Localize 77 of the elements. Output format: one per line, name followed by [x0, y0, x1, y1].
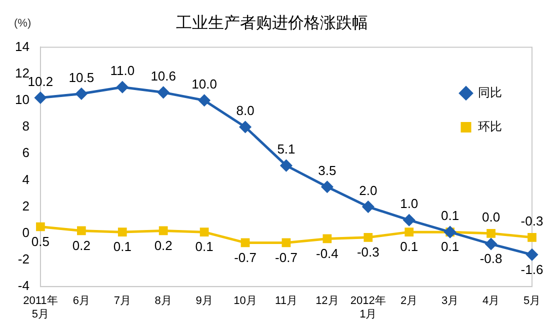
point	[36, 222, 45, 232]
point	[198, 94, 210, 106]
data-label: 0.1	[441, 208, 460, 224]
point	[34, 92, 46, 104]
x-tick-label: 2011年 5月	[23, 295, 58, 320]
x-tick-label: 4月	[482, 295, 500, 308]
x-tick-label: 6月	[72, 295, 90, 308]
x-tick-label: 5月	[523, 295, 541, 308]
data-label: -0.4	[316, 246, 338, 261]
data-label: 10.0	[192, 76, 217, 92]
point	[486, 228, 496, 238]
point	[321, 181, 333, 193]
point	[240, 238, 250, 248]
data-label: 0.1	[113, 239, 132, 254]
point	[116, 81, 128, 93]
chart-title: 工业生产者购进价格涨跌幅	[176, 14, 368, 32]
y-tick-label: 2	[22, 198, 30, 214]
y-tick-label: 8	[22, 118, 30, 134]
data-label: 0.2	[154, 238, 172, 253]
data-label: -0.7	[234, 250, 256, 265]
data-label: -1.6	[520, 262, 544, 277]
data-label: -0.3	[356, 244, 380, 260]
x-tick-label: 8月	[154, 295, 172, 308]
data-label: 1.0	[400, 196, 418, 212]
data-label: 2.0	[359, 182, 378, 198]
point	[282, 238, 291, 248]
y-tick-label: -4	[18, 278, 30, 294]
point	[158, 226, 168, 236]
point	[76, 88, 88, 100]
y-axis-title: (%)	[14, 18, 32, 30]
y-tick-label: 14	[14, 38, 30, 54]
x-tick-label: 2012年 1月	[350, 295, 386, 320]
point	[528, 232, 536, 242]
data-label: 0.1	[195, 239, 214, 254]
data-label: 0.5	[31, 234, 50, 249]
data-label: 0.1	[441, 239, 460, 254]
data-label: 8.0	[236, 103, 254, 118]
y-tick-label: 10	[14, 92, 30, 107]
point	[322, 234, 332, 244]
data-label: 10.5	[68, 70, 94, 85]
y-tick-label: 6	[22, 145, 30, 160]
y-tick-label: 0	[22, 224, 30, 240]
data-label: 0.0	[482, 209, 500, 224]
y-tick-label: 4	[22, 172, 30, 187]
point	[403, 214, 415, 226]
data-label: 11.0	[110, 63, 135, 78]
y-tick-label: 12	[14, 65, 30, 80]
legend-label: 同比	[478, 86, 502, 100]
data-label: 0.1	[400, 239, 418, 254]
x-tick-label: 2月	[400, 295, 418, 308]
point	[158, 86, 170, 98]
data-label: 10.6	[150, 68, 176, 84]
legend-label: 环比	[478, 120, 502, 134]
data-label: 3.5	[318, 162, 336, 178]
data-label: -0.7	[275, 250, 298, 265]
point	[362, 201, 374, 213]
x-tick-label: 12月	[316, 295, 339, 308]
point	[280, 160, 292, 172]
x-tick-label: 7月	[114, 295, 131, 308]
point	[404, 228, 414, 236]
point	[240, 121, 252, 133]
point	[76, 226, 86, 236]
x-tick-label: 11月	[275, 295, 298, 308]
data-label: 5.1	[277, 142, 296, 157]
point	[364, 232, 373, 242]
point	[200, 228, 209, 236]
data-label: 10.2	[28, 74, 54, 89]
data-label: 0.2	[72, 238, 90, 253]
x-tick-label: 9月	[196, 295, 213, 308]
data-label: -0.8	[480, 251, 502, 266]
x-tick-label: 3月	[442, 295, 459, 308]
point	[118, 228, 127, 236]
y-tick-label: -2	[18, 252, 30, 267]
point	[485, 238, 497, 250]
x-tick-label: 10月	[234, 295, 257, 308]
data-label: -0.3	[520, 213, 544, 228]
point	[526, 248, 538, 260]
